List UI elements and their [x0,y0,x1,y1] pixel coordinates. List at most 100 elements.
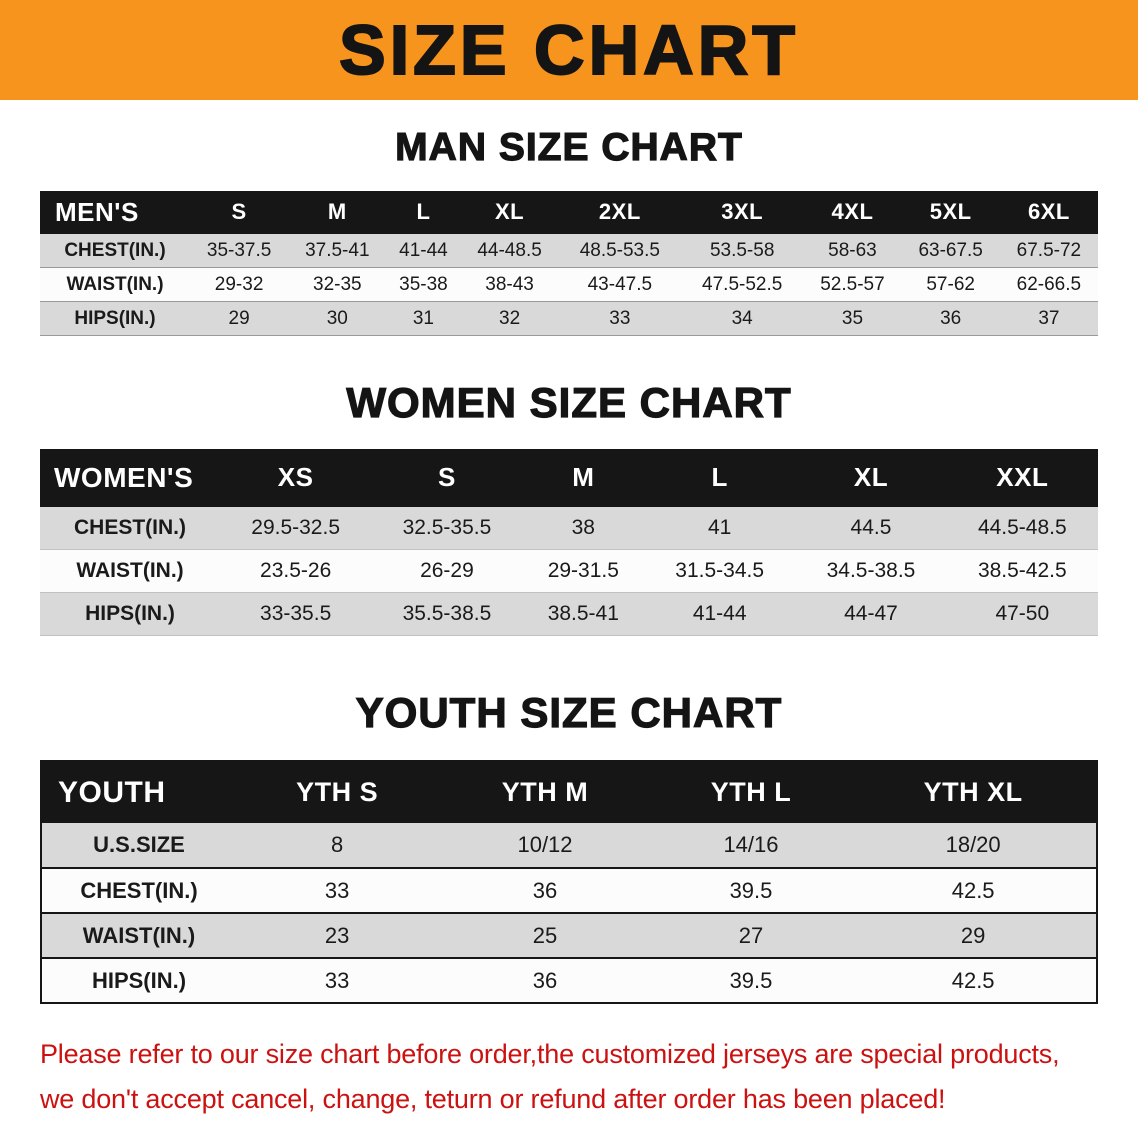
size-value-cell: 29.5-32.5 [251,515,341,539]
size-header-cell: S [231,199,247,225]
size-value-cell: 63-67.5 [918,239,983,261]
footer-note: Please refer to our size chart before or… [40,1032,1138,1121]
size-value-cell: 37 [1038,307,1060,329]
size-value-cell: 27 [738,922,764,948]
size-header-cell: M [572,462,595,493]
size-chart-banner: SIZE CHART [0,0,1138,100]
size-value-cell: 33 [609,307,631,329]
size-value-cell: 47-50 [995,602,1050,626]
size-value-cell: 29 [960,922,986,948]
size-header-cell: 5XL [929,199,972,225]
size-header-cell: L [711,462,728,493]
size-value-cell: 32 [499,307,521,329]
size-value-cell: 26-29 [420,559,474,583]
size-value-cell: 25 [532,922,558,948]
size-value-cell: 33 [324,877,350,903]
mens-size-table: MEN'S S M L XL 2XL 3XL 4XL 5XL 6XL CHEST(IN.) 35-37… [40,190,1098,337]
size-value-cell: 43-47.5 [587,273,653,295]
size-header-cell: XL [495,199,525,225]
size-value-cell: 44.5-48.5 [977,515,1067,539]
size-value-cell: 18/20 [945,832,1001,858]
size-value-cell: 52.5-57 [820,273,885,295]
section-women-size-chart: WOMEN SIZE CHART WOMEN'S XS S M L XL XXL CHEST(… [0,379,1138,637]
size-value-cell: 48.5-53.5 [579,239,660,261]
size-value-cell: 37.5-41 [305,239,370,261]
size-value-cell: 44-48.5 [477,239,542,261]
size-value-cell: 36 [532,877,558,903]
size-value-cell: 41-44 [399,239,448,261]
table-row: HIPS(IN.) 33-35.5 35.5-38.5 38.5-41 41-44 44-… [40,592,1098,636]
table-row: U.S.SIZE 8 10/12 14/16 18/20 [41,823,1097,869]
man-size-chart-heading: MAN SIZE CHART [395,126,743,170]
womens-size-table: WOMEN'S XS S M L XL XXL CHEST(IN.) 29.5-32.5 32.5… [40,448,1098,637]
size-value-cell: 42.5 [951,877,995,903]
size-header-cell: YTH L [710,777,792,808]
size-value-cell: 62-66.5 [1016,273,1082,295]
size-value-cell: 38.5-42.5 [977,559,1067,583]
row-label-cell: CHEST(IN.) [80,877,198,903]
size-value-cell: 44-47 [844,602,898,626]
table-header-row: WOMEN'S XS S M L XL XXL [40,448,1098,507]
size-header-cell: S [438,462,456,493]
size-value-cell: 23 [324,922,350,948]
size-value-cell: 36 [940,307,962,329]
size-value-cell: 30 [326,307,348,329]
size-value-cell: 58-63 [828,239,877,261]
table-header-row: YOUTH YTH S YTH M YTH L YTH XL [41,761,1097,824]
table-title-cell: YOUTH [58,775,166,809]
size-header-cell: XL [853,462,889,493]
size-value-cell: 34 [731,307,753,329]
size-value-cell: 8 [331,832,344,858]
youth-size-chart-heading: YOUTH SIZE CHART [355,689,783,737]
size-value-cell: 44.5 [850,515,892,539]
size-header-cell: 2XL [598,199,641,225]
row-label-cell: HIPS(IN.) [91,967,187,993]
table-row: CHEST(IN.) 35-37.5 37.5-41 41-44 44-48.5 48.5… [40,233,1098,268]
table-header-row: MEN'S S M L XL 2XL 3XL 4XL 5XL 6XL [40,190,1098,234]
size-header-cell: XXL [996,462,1049,493]
size-value-cell: 42.5 [951,967,995,993]
size-value-cell: 35 [841,307,864,329]
size-value-cell: 38.5-41 [547,602,619,626]
size-value-cell: 47.5-52.5 [702,273,783,295]
table-row: HIPS(IN.) 29 30 31 32 33 34 35 36 37 [40,301,1098,336]
size-value-cell: 38-43 [485,273,534,295]
table-row: HIPS(IN.) 33 36 39.5 42.5 [41,958,1097,1004]
section-youth-size-chart: YOUTH SIZE CHART YOUTH YTH S YTH M YTH L YTH… [0,689,1138,1005]
size-value-cell: 32.5-35.5 [402,515,492,539]
row-label-cell: WAIST(IN.) [66,273,164,295]
page-title: SIZE CHART [338,11,799,89]
row-label-cell: CHEST(IN.) [74,515,186,539]
size-value-cell: 33-35.5 [260,602,332,626]
table-row: WAIST(IN.) 23 25 27 29 [41,913,1097,959]
size-value-cell: 29 [228,307,250,329]
size-value-cell: 23.5-26 [260,559,332,583]
size-header-cell: YTH XL [923,777,1023,808]
size-value-cell: 57-62 [926,273,975,295]
row-label-cell: HIPS(IN.) [85,602,175,626]
row-label-cell: WAIST(IN.) [76,559,184,583]
section-man-size-chart: MAN SIZE CHART MEN'S S M L XL 2XL 3XL 4XL 5XL 6XL… [0,126,1138,337]
table-row: CHEST(IN.) 33 36 39.5 42.5 [41,868,1097,914]
size-value-cell: 29-31.5 [547,559,619,583]
size-value-cell: 35-37.5 [206,239,272,261]
size-header-cell: L [416,199,431,225]
size-value-cell: 38 [571,515,595,539]
women-size-chart-heading: WOMEN SIZE CHART [346,379,792,427]
size-header-cell: M [327,199,347,225]
size-value-cell: 39.5 [729,967,773,993]
size-value-cell: 41 [708,515,732,539]
table-row: WAIST(IN.) 23.5-26 26-29 29-31.5 31.5-34.5 34… [40,549,1098,593]
table-title-cell: MEN'S [55,196,139,227]
size-value-cell: 32-35 [313,273,362,295]
size-header-cell: YTH S [296,777,379,808]
youth-size-table: YOUTH YTH S YTH M YTH L YTH XL U.S.SIZE 8 10/12… [40,760,1098,1005]
table-row: WAIST(IN.) 29-32 32-35 35-38 38-43 43-47.5 47.… [40,267,1098,302]
size-header-cell: 4XL [831,199,874,225]
size-value-cell: 35-38 [399,273,448,295]
footer-note-line-2: we don't accept cancel, change, teturn o… [40,1083,946,1114]
size-value-cell: 33 [324,967,350,993]
size-value-cell: 36 [532,967,558,993]
size-value-cell: 14/16 [723,832,779,858]
size-header-cell: 6XL [1027,199,1070,225]
